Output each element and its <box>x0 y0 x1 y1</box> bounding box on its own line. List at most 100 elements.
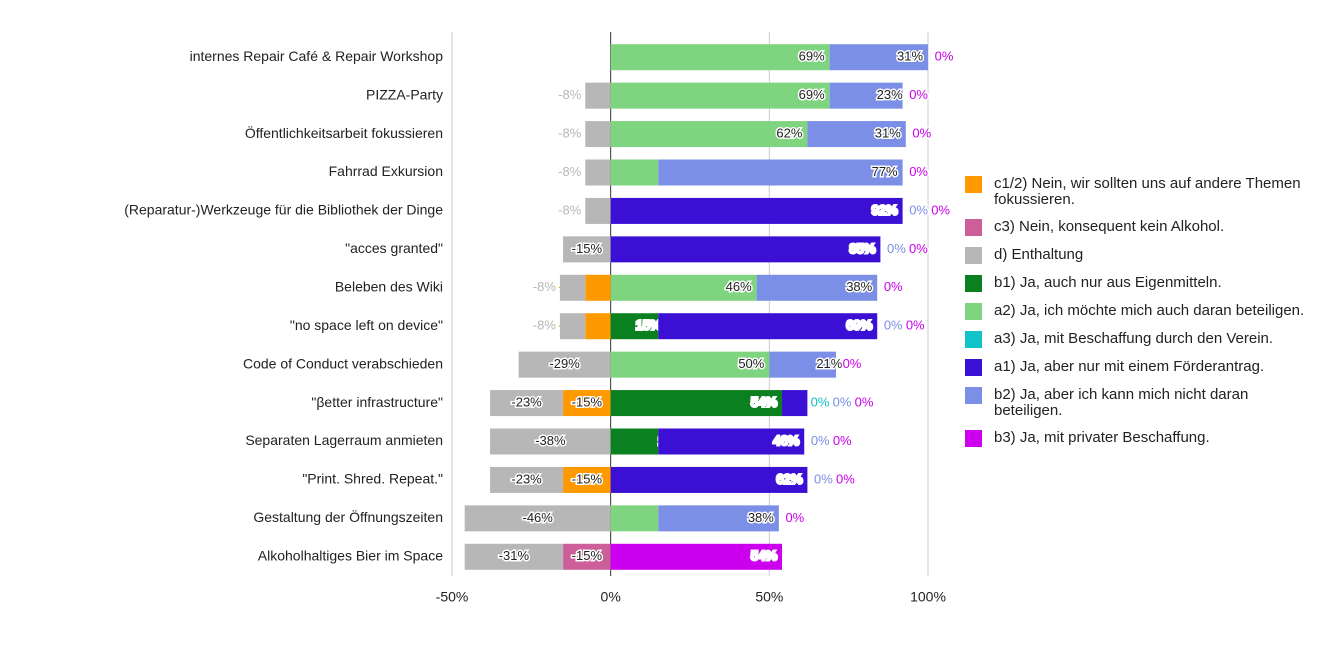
value-label: 0% <box>884 318 903 333</box>
legend-label: a3) Ja, mit Beschaffung durch den Verein… <box>994 330 1274 347</box>
bar <box>610 82 830 109</box>
value-label: -31% <box>499 548 530 563</box>
value-label: 31% <box>875 126 901 141</box>
value-label: 69% <box>846 318 872 333</box>
legend-label: d) Enthaltung <box>994 246 1084 263</box>
value-label: -8% <box>558 126 582 141</box>
legend: c1/2) Nein, wir sollten uns auf andere T… <box>965 176 1315 447</box>
value-label: 77% <box>872 164 898 179</box>
bar <box>610 44 830 71</box>
bar <box>782 390 808 417</box>
value-label: 62% <box>776 126 802 141</box>
value-label: 0% <box>906 318 925 333</box>
bar <box>658 428 805 455</box>
value-label: 92% <box>872 202 898 217</box>
legend-swatch <box>965 430 982 447</box>
legend-label: c1/2) Nein, wir sollten uns auf andere T… <box>994 175 1301 208</box>
value-label: 0% <box>833 395 852 410</box>
value-label: 0% <box>843 356 862 371</box>
legend-item: b2) Ja, aber ich kann mich nicht daran b… <box>965 387 1315 419</box>
value-label: 0% <box>814 471 833 486</box>
bar <box>610 121 808 148</box>
y-tick-label: Alkoholhaltiges Bier im Space <box>258 547 443 563</box>
value-label: 0% <box>811 395 830 410</box>
legend-item: d) Enthaltung <box>965 247 1315 264</box>
bar <box>464 505 611 532</box>
legend-label: c3) Nein, konsequent kein Alkohol. <box>994 218 1225 235</box>
bar <box>829 82 903 109</box>
value-label: 0% <box>884 279 903 294</box>
value-label: -15% <box>572 548 603 563</box>
bar <box>559 313 586 340</box>
value-label: 0% <box>909 87 928 102</box>
value-label: -8% <box>558 164 582 179</box>
bar <box>610 351 770 378</box>
legend-swatch <box>965 247 982 264</box>
value-label: 38% <box>846 279 872 294</box>
bar <box>610 505 659 532</box>
value-label: 69% <box>799 87 825 102</box>
value-label: 46% <box>773 433 799 448</box>
value-label: 0% <box>909 241 928 256</box>
value-label: -38% <box>535 433 566 448</box>
x-tick-label: -50% <box>436 589 469 605</box>
bar <box>610 313 659 340</box>
legend-item: a2) Ja, ich möchte mich auch daran betei… <box>965 303 1315 320</box>
bar <box>658 159 903 186</box>
value-label: 0% <box>785 510 804 525</box>
bar <box>807 121 906 148</box>
bar <box>610 197 903 224</box>
value-label: -23% <box>511 471 542 486</box>
bar <box>658 313 878 340</box>
value-label: -23% <box>511 395 542 410</box>
legend-item: a3) Ja, mit Beschaffung durch den Verein… <box>965 331 1315 348</box>
y-tick-label: Separaten Lagerraum anmieten <box>245 432 443 448</box>
bar <box>610 390 783 417</box>
y-tick-label: "Print. Shred. Repeat." <box>302 471 443 487</box>
value-label: 0% <box>935 49 954 64</box>
bar <box>610 274 757 301</box>
bar <box>563 466 611 493</box>
bar <box>518 351 611 378</box>
bar <box>563 236 611 263</box>
y-tick-label: "no space left on device" <box>290 317 443 333</box>
legend-label: b3) Ja, mit privater Beschaffung. <box>994 429 1210 446</box>
value-label: 21% <box>816 356 842 371</box>
value-label: 0% <box>855 395 874 410</box>
legend-swatch <box>965 331 982 348</box>
x-tick-label: 50% <box>755 589 783 605</box>
legend-label: b2) Ja, aber ich kann mich nicht daran b… <box>994 386 1249 419</box>
bar <box>585 159 611 186</box>
value-label: 85% <box>849 241 875 256</box>
legend-item: b3) Ja, mit privater Beschaffung. <box>965 430 1315 447</box>
bar <box>610 466 808 493</box>
value-label: 31% <box>897 49 923 64</box>
value-label: 50% <box>738 356 764 371</box>
bar <box>490 428 611 455</box>
value-label: 54% <box>751 548 777 563</box>
value-label: -46% <box>523 510 554 525</box>
y-tick-label: Gestaltung der Öffnungszeiten <box>253 508 443 525</box>
value-label: 0% <box>909 202 928 217</box>
legend-swatch <box>965 303 982 320</box>
y-tick-label: "βetter infrastructure" <box>311 394 443 410</box>
value-label: 0% <box>836 471 855 486</box>
bar <box>563 543 611 570</box>
legend-swatch <box>965 275 982 292</box>
bar <box>585 313 611 340</box>
value-label: 0% <box>811 433 830 448</box>
value-label: 0% <box>909 164 928 179</box>
value-label: -15% <box>572 471 603 486</box>
bar <box>610 428 659 455</box>
bar <box>464 543 564 570</box>
value-label: 23% <box>877 87 903 102</box>
x-tick-label: 0% <box>601 589 621 605</box>
value-label: 8% <box>833 395 852 410</box>
y-tick-label: Beleben des Wiki <box>335 278 443 294</box>
bar <box>585 82 611 109</box>
value-label: -15% <box>572 395 603 410</box>
chart: -50% 0% 50% 100% internes Repair Café & Repa… <box>124 32 955 605</box>
y-tick-label: Fahrrad Exkursion <box>329 163 443 179</box>
value-label: 54% <box>751 395 777 410</box>
value-label: -8% <box>558 87 582 102</box>
